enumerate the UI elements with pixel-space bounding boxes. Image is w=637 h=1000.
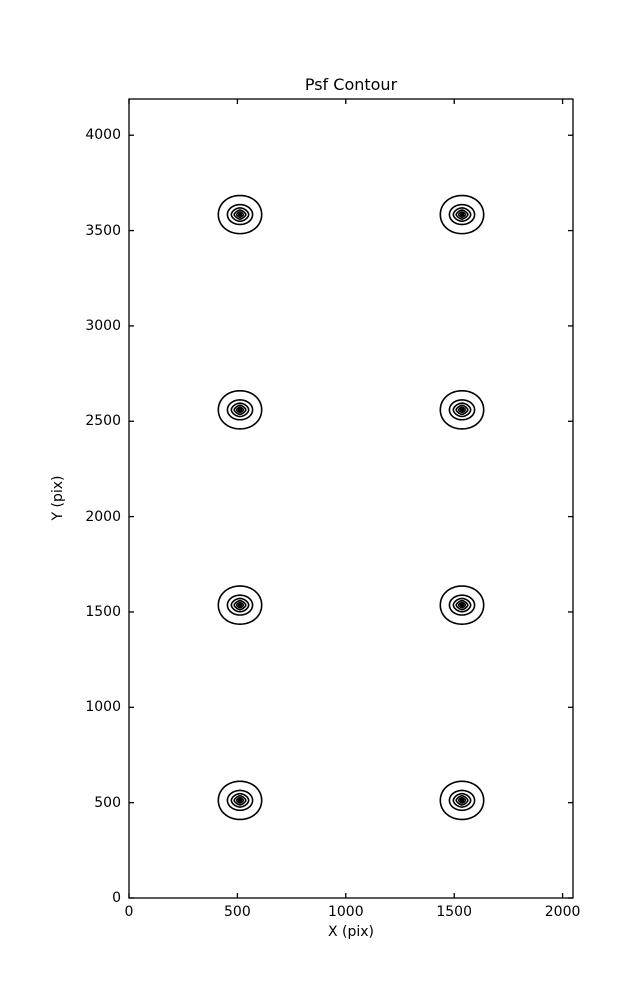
contour-ring xyxy=(457,211,467,219)
y-tick-label: 4000 xyxy=(85,127,121,144)
y-axis-label: Y (pix) xyxy=(50,475,66,521)
psf-contour-blob xyxy=(217,585,263,625)
contour-ring xyxy=(452,402,472,418)
y-tick-label: 0 xyxy=(112,890,121,906)
psf-contour-blob xyxy=(217,780,263,821)
y-tick-label: 1500 xyxy=(85,603,121,620)
contour-ring xyxy=(235,796,245,804)
chart-title: Psf Contour xyxy=(304,75,398,94)
contour-ring xyxy=(217,194,263,235)
contour-ring xyxy=(448,594,476,616)
contour-ring xyxy=(455,599,469,611)
contour-ring xyxy=(439,780,485,821)
x-tick-label: 2000 xyxy=(544,904,581,920)
psf-center-dot xyxy=(459,212,465,217)
psf-center-dot xyxy=(237,603,243,607)
psf-center-dot xyxy=(237,212,243,217)
x-axis-label: X (pix) xyxy=(327,924,375,940)
contour-ring xyxy=(230,597,250,613)
contour-ring xyxy=(455,794,469,806)
contour-ring xyxy=(439,585,485,625)
contour-ring xyxy=(235,406,245,414)
y-tick-label: 3500 xyxy=(85,222,121,239)
contour-ring xyxy=(448,203,476,226)
psf-contour-blob xyxy=(439,194,485,235)
contour-ring xyxy=(455,404,469,416)
x-tick-label: 1500 xyxy=(436,904,472,920)
contour-ring xyxy=(233,794,247,806)
contour-ring xyxy=(452,597,472,613)
contour-ring xyxy=(217,389,263,430)
psf-center-dot xyxy=(459,603,465,607)
contour-ring xyxy=(230,207,250,223)
x-tick-label: 1000 xyxy=(327,904,364,920)
psf-contour-blob xyxy=(439,585,485,625)
contour-ring xyxy=(457,406,467,414)
psf-center-dot xyxy=(237,407,243,412)
contour-ring xyxy=(455,209,469,220)
y-tick-label: 2000 xyxy=(85,508,121,525)
contour-ring xyxy=(230,402,250,418)
contour-ring xyxy=(448,399,476,421)
contour-ring xyxy=(452,792,472,808)
contour-ring xyxy=(217,585,263,625)
psf-contour-blob xyxy=(439,780,485,821)
contour-ring xyxy=(217,780,263,821)
contour-ring xyxy=(452,207,472,223)
contour-ring xyxy=(230,792,250,808)
y-tick-label: 1000 xyxy=(85,699,121,716)
contour-ring xyxy=(448,789,476,812)
axes-frame xyxy=(128,98,574,899)
contour-ring xyxy=(457,601,467,609)
contour-ring xyxy=(457,796,467,804)
psf-contour-blob xyxy=(217,194,263,235)
x-tick-label: 0 xyxy=(124,904,134,920)
contour-ring xyxy=(226,789,254,812)
x-tick-label: 500 xyxy=(224,904,251,920)
contour-ring xyxy=(439,389,485,430)
psf-contour-blob xyxy=(217,389,263,430)
psf-center-dot xyxy=(459,798,465,803)
contour-ring xyxy=(439,194,485,235)
psf-center-dot xyxy=(237,798,243,803)
psf-center-dot xyxy=(459,407,465,412)
contour-ring xyxy=(235,211,245,219)
contour-ring xyxy=(235,601,245,609)
contour-ring xyxy=(226,594,254,616)
y-tick-label: 2500 xyxy=(85,413,121,430)
contour-ring xyxy=(226,399,254,421)
contour-ring xyxy=(233,404,247,416)
psf-contour-blob xyxy=(439,389,485,430)
y-tick-label: 500 xyxy=(94,794,121,811)
y-tick-label: 3000 xyxy=(85,317,121,334)
contour-ring xyxy=(226,203,254,226)
contour-ring xyxy=(233,599,247,611)
contour-ring xyxy=(233,209,247,220)
